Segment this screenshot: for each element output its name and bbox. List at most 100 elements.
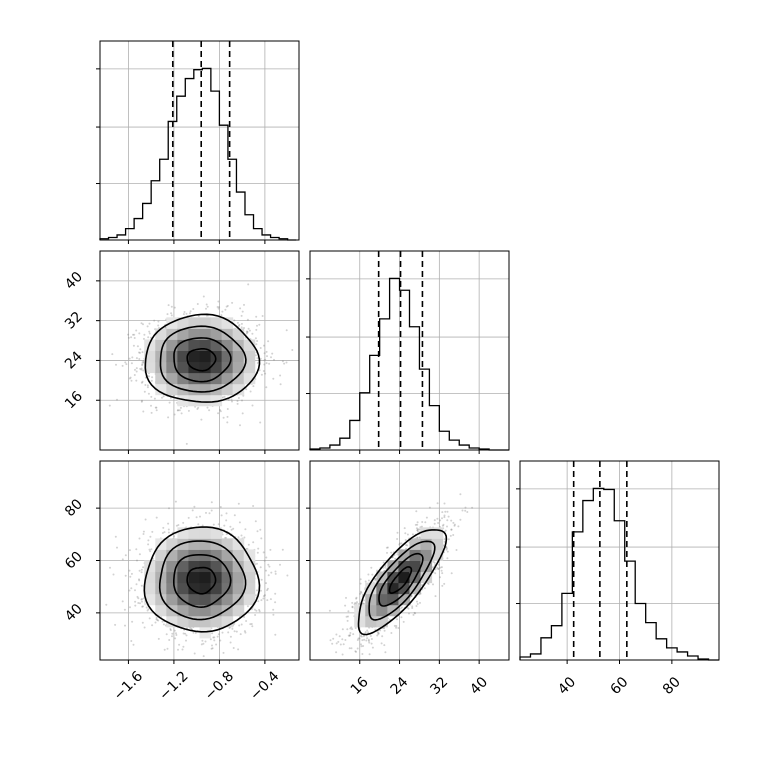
scatter-point xyxy=(420,584,423,586)
density-cell xyxy=(221,383,234,396)
scatter-point xyxy=(341,653,344,656)
scatter-point xyxy=(367,639,370,642)
scatter-point xyxy=(138,579,141,582)
scatter-point xyxy=(453,524,456,527)
scatter-point xyxy=(241,310,244,313)
scatter-point xyxy=(416,529,419,532)
scatter-point xyxy=(377,632,380,635)
density-cell xyxy=(188,527,200,539)
scatter-point xyxy=(210,501,213,504)
density-cell xyxy=(188,350,200,363)
scatter-point xyxy=(436,502,439,505)
scatter-point xyxy=(265,362,268,365)
scatter-point xyxy=(259,566,262,569)
scatter-point xyxy=(398,542,401,545)
scatter-point xyxy=(178,409,181,412)
scatter-point xyxy=(141,364,144,367)
scatter-point xyxy=(206,406,209,409)
scatter-point xyxy=(414,523,417,526)
scatter-point xyxy=(150,395,153,398)
scatter-point xyxy=(231,400,233,403)
hist-2-steps xyxy=(519,487,719,661)
scatter-point xyxy=(437,568,440,571)
scatter-point xyxy=(150,548,153,551)
scatter-point xyxy=(328,609,331,612)
scatter-point xyxy=(199,515,201,518)
density-cell xyxy=(199,317,212,329)
ytick-label-2-1: 60 xyxy=(62,549,86,573)
scatter-point xyxy=(413,611,416,614)
scatter-point xyxy=(411,605,414,608)
density-cell xyxy=(376,604,388,617)
scatter-point xyxy=(134,368,136,371)
scatter-point xyxy=(137,602,140,604)
scatter-point xyxy=(179,406,182,409)
scatter-point xyxy=(271,352,274,355)
scatter-point xyxy=(142,361,145,364)
scatter-point xyxy=(257,600,260,603)
scatter-point xyxy=(188,312,191,315)
panel2d-2-contour-3 xyxy=(357,529,448,636)
xtick-label-1-2: 32 xyxy=(427,674,451,698)
density-cell xyxy=(144,350,156,363)
density-cell xyxy=(243,372,256,385)
scatter-point xyxy=(236,400,239,402)
scatter-point xyxy=(180,412,183,415)
xtick-label-0-1: −1.2 xyxy=(156,668,191,703)
density-cell xyxy=(177,372,189,385)
scatter-point xyxy=(237,502,240,505)
density-cell xyxy=(221,317,234,329)
scatter-point xyxy=(364,631,367,634)
scatter-point xyxy=(249,623,252,626)
scatter-point xyxy=(418,536,421,539)
scatter-point xyxy=(396,538,399,540)
density-cell xyxy=(221,571,234,584)
ytick-label-2-2: 80 xyxy=(62,496,86,520)
scatter-point xyxy=(193,505,196,508)
density-cell xyxy=(221,560,234,573)
density-cell xyxy=(232,361,245,374)
scatter-point xyxy=(245,620,248,622)
scatter-point xyxy=(401,606,403,609)
scatter-point xyxy=(213,639,216,642)
density-cell xyxy=(210,593,223,606)
xtick-label-2-0: 40 xyxy=(555,674,579,698)
density-cell xyxy=(188,615,200,628)
scatter-point xyxy=(453,523,456,526)
scatter-point xyxy=(230,528,233,531)
scatter-point xyxy=(162,526,165,529)
scatter-point xyxy=(128,357,131,360)
scatter-point xyxy=(386,546,389,549)
scatter-point xyxy=(416,523,419,526)
scatter-point xyxy=(140,598,143,601)
density-cell xyxy=(144,582,156,595)
scatter-point xyxy=(208,512,211,515)
scatter-point xyxy=(137,597,140,600)
scatter-point xyxy=(183,311,186,313)
density-cell xyxy=(221,372,234,385)
scatter-point xyxy=(219,506,222,508)
density-cell xyxy=(199,571,212,584)
density-cell xyxy=(387,560,399,573)
xtick-label-1-0: 16 xyxy=(348,674,372,698)
scatter-point xyxy=(195,516,198,519)
scatter-point xyxy=(368,653,371,656)
scatter-point xyxy=(255,328,258,331)
xtick-label-0-0: −1.6 xyxy=(111,668,146,703)
scatter-point xyxy=(161,620,164,623)
scatter-point xyxy=(283,362,286,365)
scatter-point xyxy=(127,333,130,336)
panel2d-0-contour-0 xyxy=(186,348,217,372)
density-cell xyxy=(155,604,167,617)
scatter-point xyxy=(146,325,149,328)
panel2d-1-2 xyxy=(306,460,510,664)
scatter-point xyxy=(226,415,229,418)
scatter-point xyxy=(133,337,136,339)
scatter-point xyxy=(260,537,263,540)
scatter-point xyxy=(217,523,220,526)
scatter-point xyxy=(441,524,444,527)
scatter-point xyxy=(135,367,138,370)
scatter-point xyxy=(359,634,362,637)
scatter-point xyxy=(173,306,176,309)
density-cell xyxy=(166,593,178,606)
